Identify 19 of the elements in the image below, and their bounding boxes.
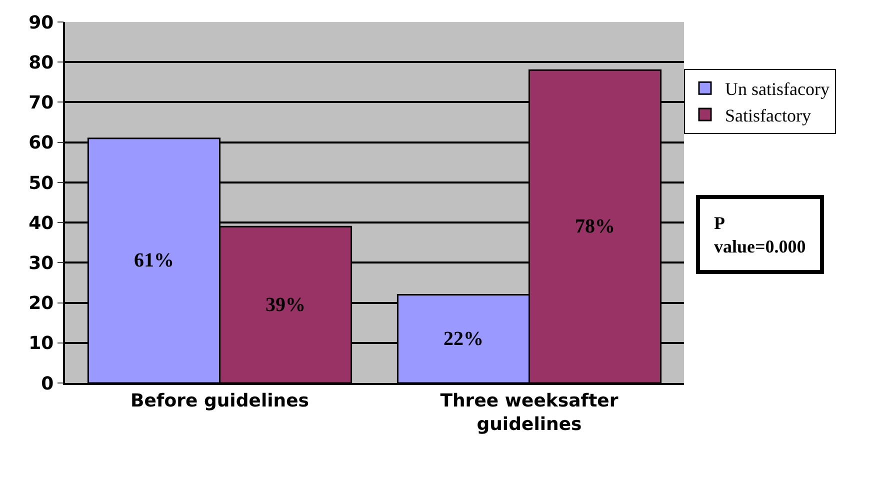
data-label: 39% [266, 294, 306, 316]
legend-label: Un satisfacory [725, 79, 830, 100]
y-tick-label: 10 [28, 333, 54, 354]
y-tick-label: 80 [28, 52, 54, 74]
x-tick-label: Before guidelines [130, 390, 310, 412]
data-label: 22% [443, 328, 484, 350]
text: P value=0.000 [714, 213, 806, 256]
data-label: 78% [575, 216, 616, 238]
y-tick-label: 90 [28, 12, 54, 34]
data-label: 61% [134, 250, 174, 272]
y-tick-label: 20 [28, 293, 54, 314]
y-tick-label: 60 [28, 132, 54, 154]
y-tick-label: 70 [28, 92, 54, 114]
y-tick-label: 0 [41, 373, 54, 394]
y-tick-label: 40 [28, 212, 54, 234]
y-tick-label: 30 [28, 252, 54, 274]
y-tick-label: 50 [28, 172, 54, 194]
x-tick-label: Three weeksafter guidelines [440, 390, 618, 435]
legend-label: Satisfactory [725, 106, 811, 126]
